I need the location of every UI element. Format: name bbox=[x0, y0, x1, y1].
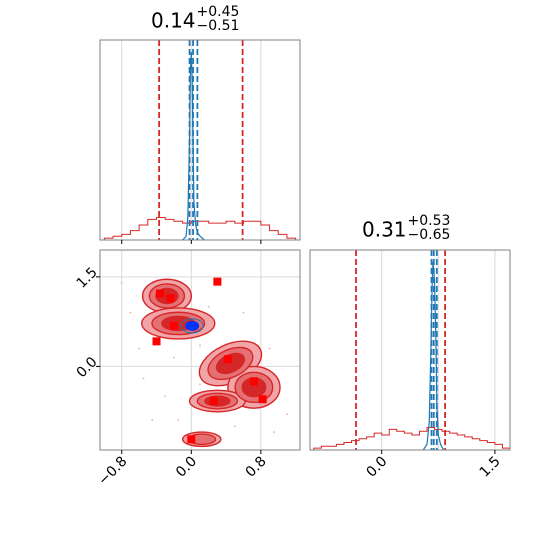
scatter-speck bbox=[151, 419, 154, 422]
panel-title-x: 0.14 +0.45 −0.51 bbox=[151, 5, 240, 36]
scatter-speck bbox=[199, 344, 201, 347]
title-x-minus: −0.51 bbox=[196, 18, 240, 34]
x-tick-label: 0.8 bbox=[243, 454, 270, 481]
scatter-speck bbox=[172, 356, 175, 359]
title-y-value: 0.31 bbox=[362, 217, 407, 242]
title-y-minus: −0.65 bbox=[407, 227, 451, 243]
scatter-speck bbox=[142, 377, 145, 380]
red-histogram-x bbox=[103, 216, 297, 240]
joint-panel: −0.8 0.0 0.8 0.0 1.5 bbox=[74, 249, 301, 489]
scatter-speck bbox=[129, 311, 132, 314]
scatter-speck bbox=[268, 347, 271, 350]
blue-core-contour bbox=[185, 320, 200, 331]
scatter-speck bbox=[207, 305, 210, 308]
data-point-marker bbox=[258, 395, 267, 404]
scatter-speck bbox=[242, 311, 245, 314]
data-point-marker bbox=[213, 277, 222, 286]
title-x-value: 0.14 bbox=[151, 8, 196, 33]
title-x-plus: +0.45 bbox=[196, 4, 240, 20]
data-point-marker bbox=[209, 397, 218, 406]
scatter-speck bbox=[138, 347, 141, 350]
scatter-speck bbox=[233, 425, 236, 428]
title-x-errors: +0.45 −0.51 bbox=[197, 5, 240, 33]
marginal-y-tick-label: 0.0 bbox=[363, 454, 390, 481]
joint-frame bbox=[99, 249, 301, 451]
data-point-marker bbox=[249, 377, 258, 386]
x-tick-label: −0.8 bbox=[95, 454, 130, 489]
scatter-speck bbox=[164, 395, 167, 398]
data-point-marker bbox=[223, 355, 232, 364]
panel-title-y: 0.31 +0.53 −0.65 bbox=[362, 214, 451, 245]
x-tick-label: 0.0 bbox=[173, 454, 200, 481]
title-y-errors: +0.53 −0.65 bbox=[408, 214, 451, 242]
scatter-speck bbox=[285, 413, 288, 416]
marginal-y-panel: 0.0 1.5 bbox=[309, 249, 511, 481]
data-point-marker bbox=[169, 321, 178, 330]
data-point-marker bbox=[166, 294, 175, 303]
data-point-marker bbox=[152, 337, 161, 346]
scatter-speck bbox=[272, 431, 275, 434]
marginal-x-panel bbox=[99, 39, 301, 244]
y-tick-label: 1.5 bbox=[74, 265, 101, 292]
marginal-x-frame bbox=[99, 39, 301, 241]
data-point-marker bbox=[187, 435, 196, 444]
scatter-speck bbox=[177, 419, 180, 422]
title-y-plus: +0.53 bbox=[407, 213, 451, 229]
joint-content bbox=[100, 250, 300, 450]
blue-outer-contour bbox=[180, 318, 204, 334]
scatter-speck bbox=[199, 383, 201, 386]
scatter-speck bbox=[120, 281, 123, 284]
marginal-y-frame bbox=[309, 249, 511, 451]
y-tick-label: 0.0 bbox=[74, 354, 101, 381]
red-histogram-y bbox=[313, 426, 511, 450]
data-point-marker bbox=[156, 289, 164, 298]
marginal-y-tick-label: 1.5 bbox=[477, 454, 504, 481]
